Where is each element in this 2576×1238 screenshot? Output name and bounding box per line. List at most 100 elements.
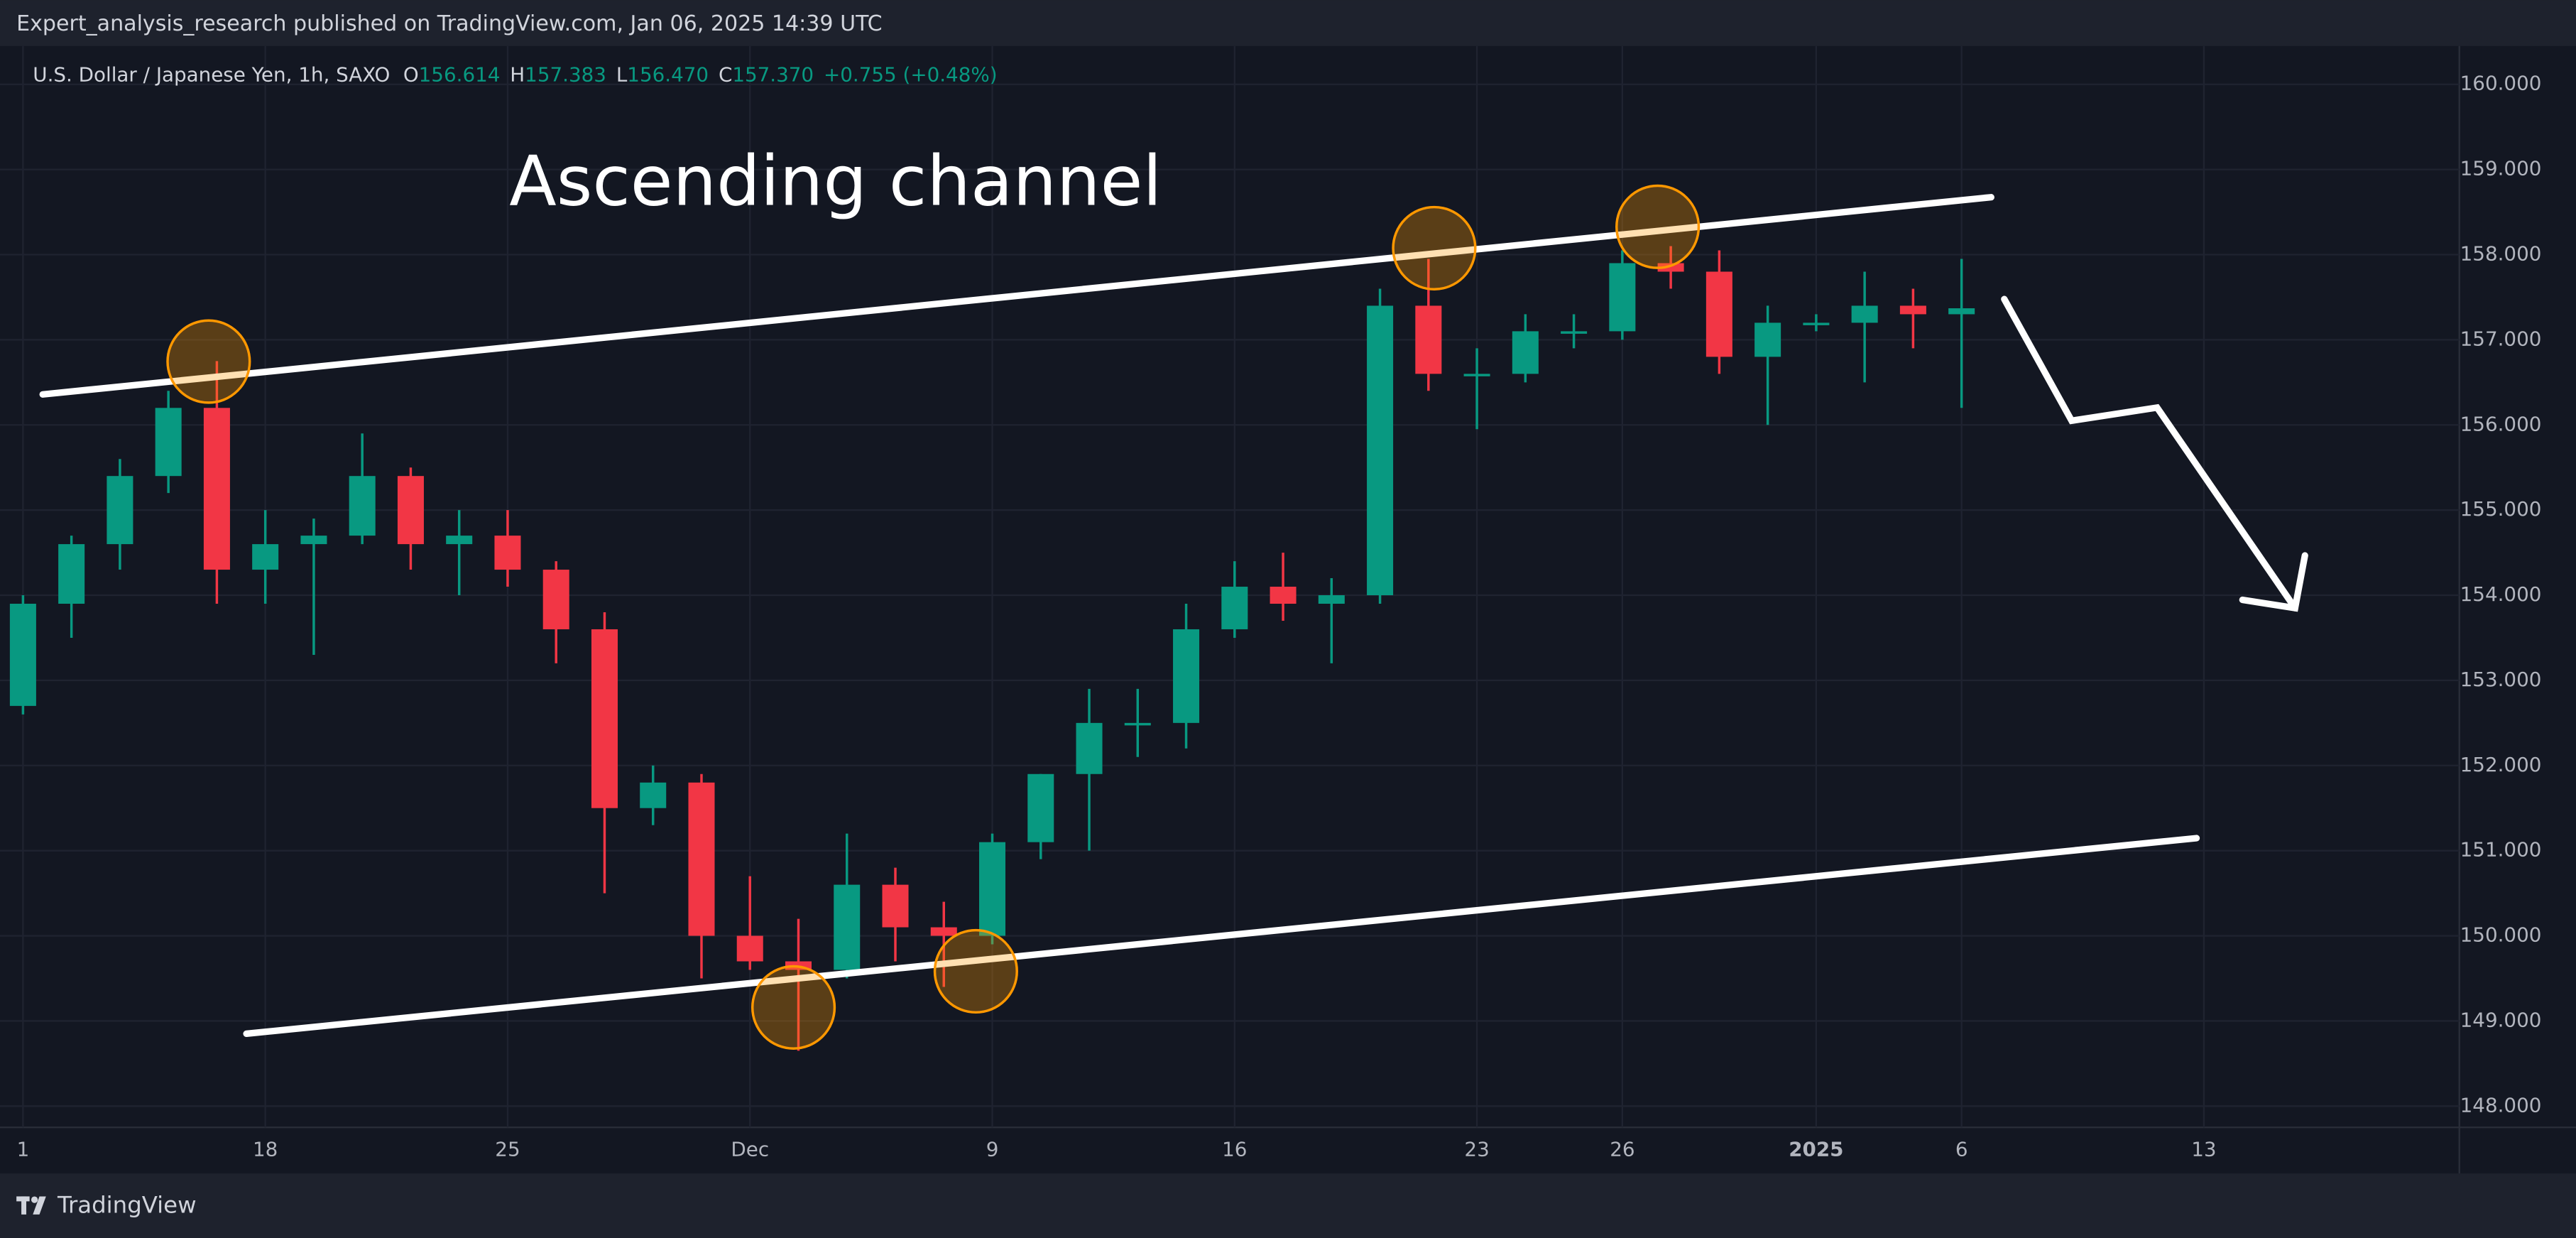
candle-body xyxy=(1657,263,1684,272)
x-tick-label: 6 xyxy=(1955,1138,1968,1161)
touch-circle xyxy=(933,928,1018,1014)
candle-body xyxy=(1561,331,1588,334)
upper-channel-line xyxy=(39,194,1994,398)
arrow-head xyxy=(2239,552,2308,612)
candle-body xyxy=(542,570,569,629)
drawings xyxy=(39,194,2308,1038)
l-label: L xyxy=(616,63,628,86)
lower-channel-line xyxy=(243,835,2200,1038)
candle-body xyxy=(1027,773,1054,842)
candle-body xyxy=(1270,587,1297,604)
candle-body xyxy=(9,604,36,706)
candle-body xyxy=(58,544,85,604)
symbol: U.S. Dollar / Japanese Yen, 1h, SAXO xyxy=(33,63,390,86)
high-value: 157.383 xyxy=(525,63,606,86)
projection-arrow xyxy=(2001,295,2298,612)
candle-body xyxy=(1318,595,1345,604)
footer-brand: TradingView xyxy=(57,1191,197,1218)
y-tick-label: 157.000 xyxy=(2460,327,2542,350)
candle-body xyxy=(1705,271,1732,357)
candle-body xyxy=(1076,722,1103,774)
candle-body xyxy=(1415,305,1442,374)
change-value: +0.755 (+0.48%) xyxy=(824,63,998,86)
candle-body xyxy=(1851,305,1878,323)
candle-body xyxy=(736,935,763,962)
x-tick-label: 2025 xyxy=(1789,1138,1843,1161)
header-text: Expert_analysis_research published on Tr… xyxy=(16,11,883,36)
o-label: O xyxy=(403,63,419,86)
candle-body xyxy=(979,842,1006,936)
y-tick-label: 158.000 xyxy=(2460,242,2542,266)
candle-body xyxy=(930,927,957,936)
candle-body xyxy=(1124,722,1151,726)
bottom-bar xyxy=(0,1173,2576,1238)
x-tick-label: 1 xyxy=(17,1138,30,1161)
x-tick-label: 16 xyxy=(1222,1138,1247,1161)
y-tick-label: 148.000 xyxy=(2460,1093,2542,1117)
touch-circle xyxy=(1392,205,1477,291)
candle-body xyxy=(640,782,667,808)
candle-body xyxy=(1173,629,1200,723)
candle-body xyxy=(1948,308,1975,315)
candle-body xyxy=(1754,322,1781,357)
y-tick-label: 151.000 xyxy=(2460,838,2542,862)
annotation-text: Ascending channel xyxy=(509,141,1162,221)
candle-body xyxy=(446,536,473,545)
touch-circle xyxy=(166,319,251,404)
open-value: 156.614 xyxy=(419,63,501,86)
candle-body xyxy=(1899,305,1926,315)
candle-body xyxy=(1512,331,1539,374)
candle-body xyxy=(1221,587,1248,629)
logo-mark xyxy=(31,1196,38,1203)
y-tick-label: 159.000 xyxy=(2460,157,2542,180)
logo xyxy=(16,1196,46,1215)
y-tick-label: 149.000 xyxy=(2460,1008,2542,1031)
candle-body xyxy=(1803,322,1830,325)
candle-body xyxy=(591,629,618,808)
y-tick-label: 152.000 xyxy=(2460,753,2542,776)
candle-body xyxy=(252,544,279,570)
low-value: 156.470 xyxy=(627,63,709,86)
legend: U.S. Dollar / Japanese Yen, 1h, SAXO O156… xyxy=(33,63,997,86)
candle-body xyxy=(688,782,715,936)
y-tick-label: 155.000 xyxy=(2460,497,2542,521)
candle-body xyxy=(107,476,133,545)
touch-circles xyxy=(166,184,1701,1050)
candle-body xyxy=(1463,374,1490,376)
grid xyxy=(0,45,2460,1128)
x-tick-label: Dec xyxy=(731,1138,769,1161)
touch-circle xyxy=(751,965,836,1050)
y-tick-label: 154.000 xyxy=(2460,582,2542,606)
top-bar xyxy=(0,0,2576,46)
touch-circle xyxy=(1615,184,1701,269)
candle-body xyxy=(1367,305,1394,596)
x-tick-label: 13 xyxy=(2191,1138,2216,1161)
candles xyxy=(9,246,1975,1051)
c-label: C xyxy=(719,63,732,86)
logo-mark xyxy=(21,1196,27,1215)
candle-body xyxy=(203,408,230,570)
y-tick-label: 150.000 xyxy=(2460,923,2542,947)
candle-body xyxy=(397,476,424,545)
candle-body xyxy=(882,884,909,928)
x-tick-label: 25 xyxy=(495,1138,520,1161)
close-value: 157.370 xyxy=(732,63,814,86)
x-tick-label: 9 xyxy=(986,1138,999,1161)
candle-body xyxy=(1609,263,1636,332)
y-tick-label: 160.000 xyxy=(2460,72,2542,95)
candle-body xyxy=(155,408,182,477)
y-tick-label: 153.000 xyxy=(2460,668,2542,691)
candle-body xyxy=(494,536,521,570)
x-tick-label: 26 xyxy=(1610,1138,1634,1161)
candle-body xyxy=(300,536,327,545)
x-tick-label: 18 xyxy=(253,1138,278,1161)
candle-body xyxy=(349,476,376,536)
x-tick-label: 23 xyxy=(1464,1138,1489,1161)
candle-body xyxy=(834,884,861,970)
h-label: H xyxy=(510,63,525,86)
y-tick-label: 156.000 xyxy=(2460,412,2542,435)
logo-mark xyxy=(33,1196,46,1215)
